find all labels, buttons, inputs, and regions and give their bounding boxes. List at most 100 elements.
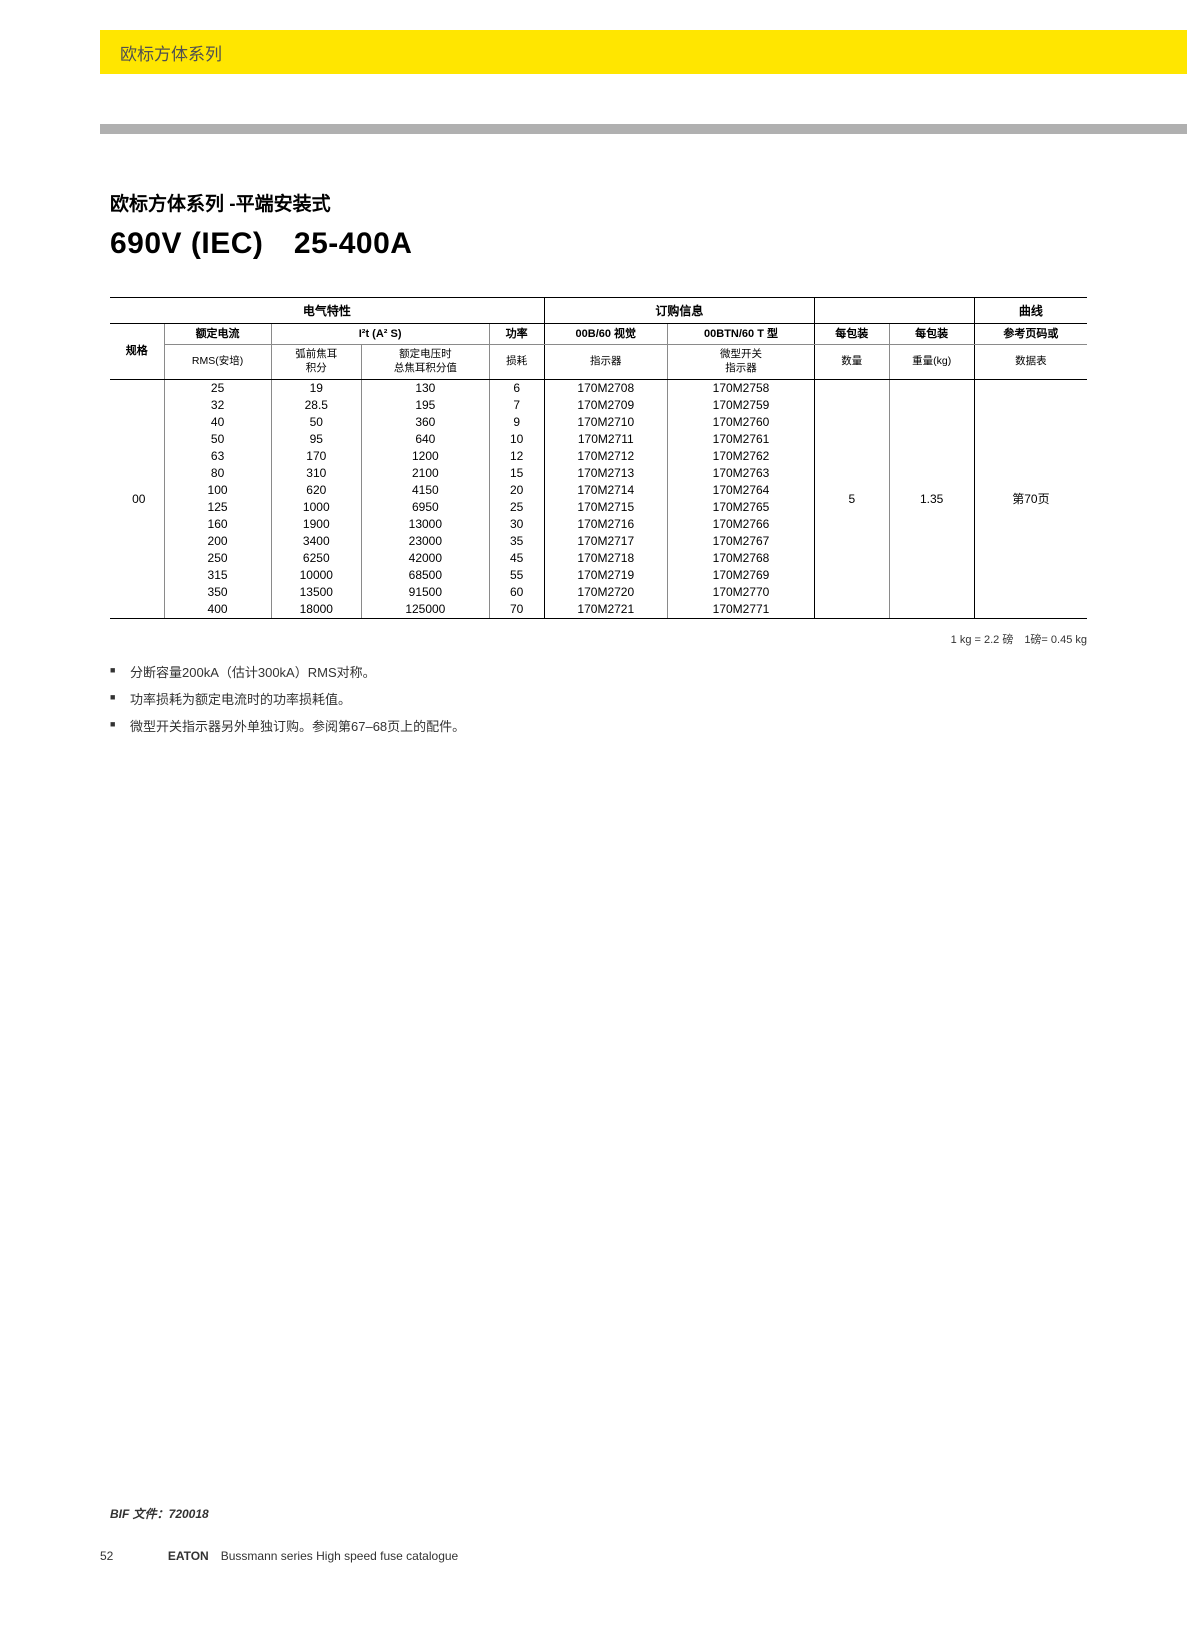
table-cell: 1900 <box>271 516 361 533</box>
table-cell: 170M2759 <box>667 397 814 414</box>
table-cell: 310 <box>271 465 361 482</box>
page-number: 52 <box>100 1549 113 1563</box>
note-item: 分断容量200kA（估计300kA）RMS对称。 <box>110 662 1087 681</box>
table-cell: 12 <box>489 448 544 465</box>
table-cell: 170M2761 <box>667 431 814 448</box>
table-cell: 45 <box>489 550 544 567</box>
table-cell: 42000 <box>362 550 490 567</box>
qty-sub: 数量 <box>815 345 889 379</box>
table-cell: 7 <box>489 397 544 414</box>
table-cell: 170M2716 <box>544 516 667 533</box>
note-item: 微型开关指示器另外单独订购。参阅第67–68页上的配件。 <box>110 716 1087 735</box>
table-cell: 63 <box>164 448 271 465</box>
footer-text: EATON Bussmann series High speed fuse ca… <box>168 1549 458 1563</box>
i2t-sub1: 弧前焦耳 积分 <box>271 345 361 379</box>
table-cell: 55 <box>489 567 544 584</box>
table-cell: 360 <box>362 414 490 431</box>
table-cell: 640 <box>362 431 490 448</box>
table-cell: 250 <box>164 550 271 567</box>
table-cell: 19 <box>271 379 361 397</box>
table-cell: 30 <box>489 516 544 533</box>
table-cell: 23000 <box>362 533 490 550</box>
table-cell: 13000 <box>362 516 490 533</box>
table-cell: 20 <box>489 482 544 499</box>
table-cell: 1200 <box>362 448 490 465</box>
table-cell: 9 <box>489 414 544 431</box>
footer-catalogue: Bussmann series High speed fuse catalogu… <box>221 1549 458 1563</box>
main-title: 690V (IEC) 25-400A <box>110 218 1087 262</box>
note-item: 功率损耗为额定电流时的功率损耗值。 <box>110 689 1087 708</box>
table-cell: 170M2771 <box>667 601 814 619</box>
power-sub: 损耗 <box>489 345 544 379</box>
table-cell: 315 <box>164 567 271 584</box>
ordering-group-header: 订购信息 <box>544 298 814 324</box>
table-cell: 125 <box>164 499 271 516</box>
table-cell: 60 <box>489 584 544 601</box>
table-cell: 170M2718 <box>544 550 667 567</box>
header-bar: 欧标方体系列 <box>100 30 1187 74</box>
table-cell: 68500 <box>362 567 490 584</box>
table-cell: 170M2721 <box>544 601 667 619</box>
rated-current-sub: RMS(安培) <box>164 345 271 379</box>
table-cell: 170M2720 <box>544 584 667 601</box>
table-cell: 130 <box>362 379 490 397</box>
table-cell: 170M2717 <box>544 533 667 550</box>
footer-brand: EATON <box>168 1549 209 1563</box>
table-cell: 28.5 <box>271 397 361 414</box>
i2t-sub2: 额定电压时 总焦耳积分值 <box>362 345 490 379</box>
table-row: 0025191306170M2708170M275851.35第70页 <box>110 379 1087 397</box>
table-cell: 170M2770 <box>667 584 814 601</box>
table-cell: 170M2714 <box>544 482 667 499</box>
table-cell: 25 <box>164 379 271 397</box>
table-cell: 170M2764 <box>667 482 814 499</box>
table-cell: 170M2710 <box>544 414 667 431</box>
table-col-header-row: 规格 额定电流 I²t (A² S) 功率 00B/60 视觉 00BTN/60… <box>110 324 1087 345</box>
table-cell: 170M2712 <box>544 448 667 465</box>
table-cell: 32 <box>164 397 271 414</box>
header-bar-title: 欧标方体系列 <box>120 40 222 65</box>
table-cell: 620 <box>271 482 361 499</box>
table-cell: 6 <box>489 379 544 397</box>
ref-cell: 第70页 <box>974 379 1087 618</box>
table-cell: 2100 <box>362 465 490 482</box>
content-area: 欧标方体系列 -平端安装式 690V (IEC) 25-400A 电气特性 订购… <box>110 189 1087 735</box>
qty-header: 每包装 <box>815 324 889 345</box>
table-group-header-row: 电气特性 订购信息 曲线 <box>110 298 1087 324</box>
table-cell: 195 <box>362 397 490 414</box>
gray-accent-bar <box>100 124 1187 134</box>
rated-current-header: 额定电流 <box>164 324 271 345</box>
weight-cell: 1.35 <box>889 379 974 618</box>
table-cell: 170M2760 <box>667 414 814 431</box>
micro-sub: 微型开关 指示器 <box>667 345 814 379</box>
table-cell: 35 <box>489 533 544 550</box>
packaging-blank-header <box>815 298 975 324</box>
table-cell: 170M2769 <box>667 567 814 584</box>
table-cell: 6950 <box>362 499 490 516</box>
electrical-group-header: 电气特性 <box>110 298 544 324</box>
table-cell: 170M2758 <box>667 379 814 397</box>
conversion-note: 1 kg = 2.2 磅 1磅= 0.45 kg <box>110 631 1087 647</box>
table-cell: 10 <box>489 431 544 448</box>
table-cell: 350 <box>164 584 271 601</box>
table-body: 0025191306170M2708170M275851.35第70页3228.… <box>110 379 1087 618</box>
micro-header: 00BTN/60 T 型 <box>667 324 814 345</box>
qty-cell: 5 <box>815 379 889 618</box>
product-table: 电气特性 订购信息 曲线 规格 额定电流 I²t (A² S) 功率 00B/6… <box>110 297 1087 619</box>
visual-sub: 指示器 <box>544 345 667 379</box>
table-cell: 50 <box>164 431 271 448</box>
weight-sub: 重量(kg) <box>889 345 974 379</box>
table-cell: 200 <box>164 533 271 550</box>
notes-list: 分断容量200kA（估计300kA）RMS对称。 功率损耗为额定电流时的功率损耗… <box>110 662 1087 735</box>
table-sub-header-row: RMS(安培) 弧前焦耳 积分 额定电压时 总焦耳积分值 损耗 指示器 微型开关… <box>110 345 1087 379</box>
table-cell: 3400 <box>271 533 361 550</box>
footer: BIF 文件：720018 52 EATON Bussmann series H… <box>100 1505 458 1565</box>
table-cell: 170M2768 <box>667 550 814 567</box>
table-cell: 25 <box>489 499 544 516</box>
table-cell: 50 <box>271 414 361 431</box>
visual-header: 00B/60 视觉 <box>544 324 667 345</box>
table-cell: 170M2709 <box>544 397 667 414</box>
table-cell: 170M2713 <box>544 465 667 482</box>
weight-header: 每包装 <box>889 324 974 345</box>
table-cell: 40 <box>164 414 271 431</box>
table-cell: 10000 <box>271 567 361 584</box>
